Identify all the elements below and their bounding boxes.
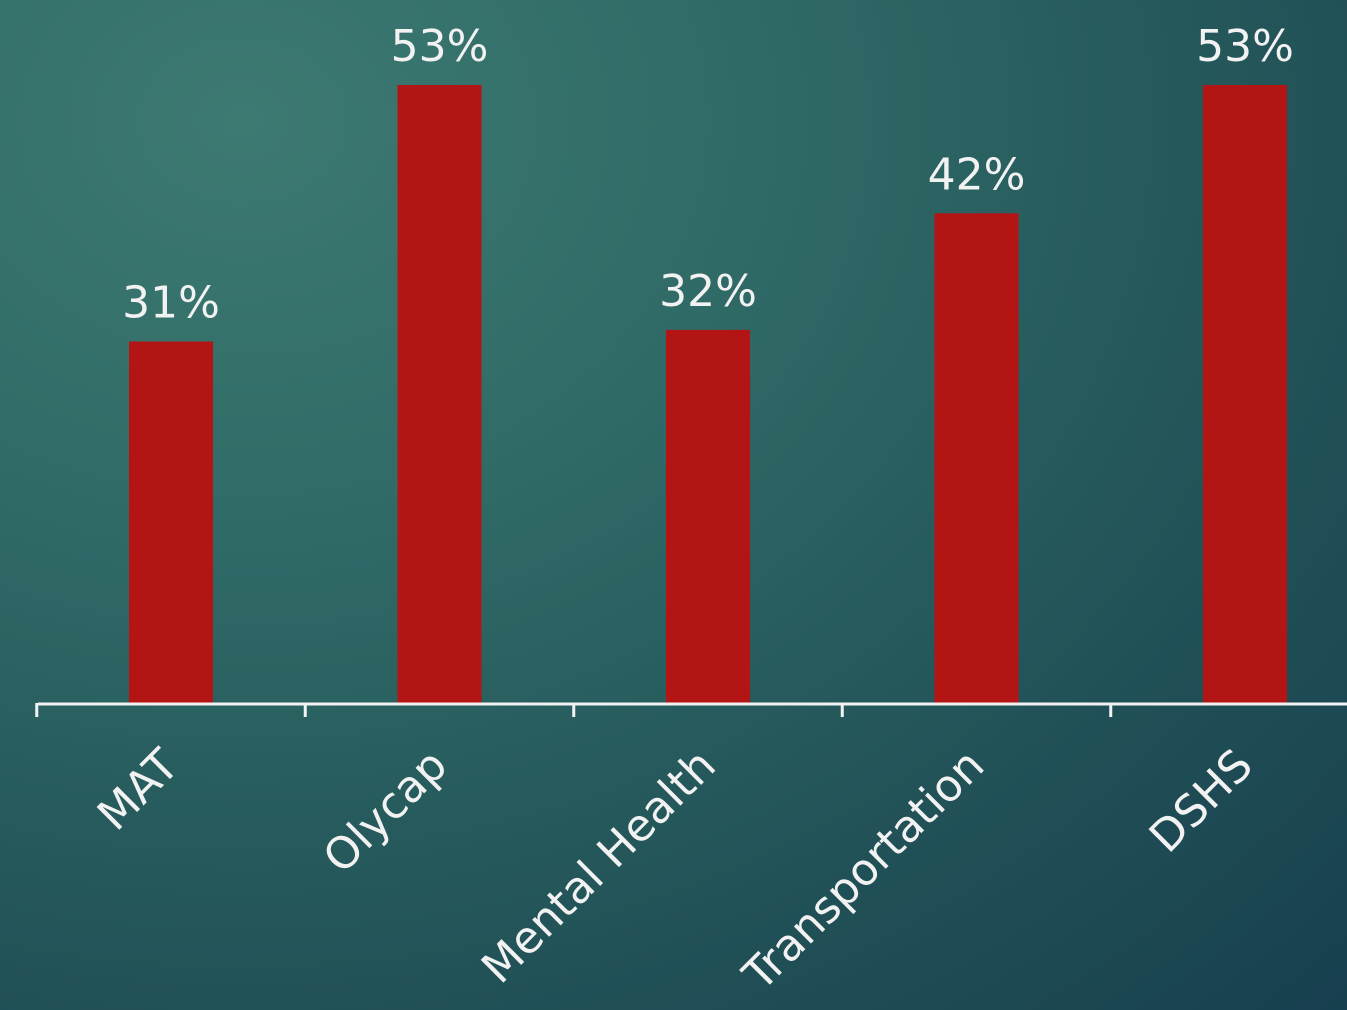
tick-label-mat: MAT bbox=[88, 740, 189, 841]
bar-mental-health bbox=[666, 329, 750, 703]
tick-label-transportation: Transportation bbox=[733, 740, 994, 1001]
data-label-transportation: 42% bbox=[928, 149, 1026, 200]
bars-group bbox=[129, 85, 1287, 703]
data-label-olycap: 53% bbox=[391, 21, 489, 72]
tick-label-dshs: DSHS bbox=[1140, 740, 1263, 863]
bar-mat bbox=[129, 341, 213, 703]
data-label-mental-health: 32% bbox=[659, 266, 757, 317]
tick-label-olycap: Olycap bbox=[314, 740, 458, 884]
tick-label-mental-health: Mental Health bbox=[472, 740, 726, 994]
data-label-mat: 31% bbox=[122, 278, 220, 329]
bar-transportation bbox=[934, 213, 1019, 703]
category-labels-group: MAT Olycap Mental Health Transportation DSHS bbox=[88, 740, 1263, 1002]
value-labels-group: 31% 53% 32% 42% 53% bbox=[122, 21, 1294, 329]
x-axis bbox=[35, 702, 1347, 717]
bar-olycap bbox=[397, 85, 482, 703]
bar-dshs bbox=[1203, 85, 1287, 703]
data-label-dshs: 53% bbox=[1196, 21, 1294, 72]
